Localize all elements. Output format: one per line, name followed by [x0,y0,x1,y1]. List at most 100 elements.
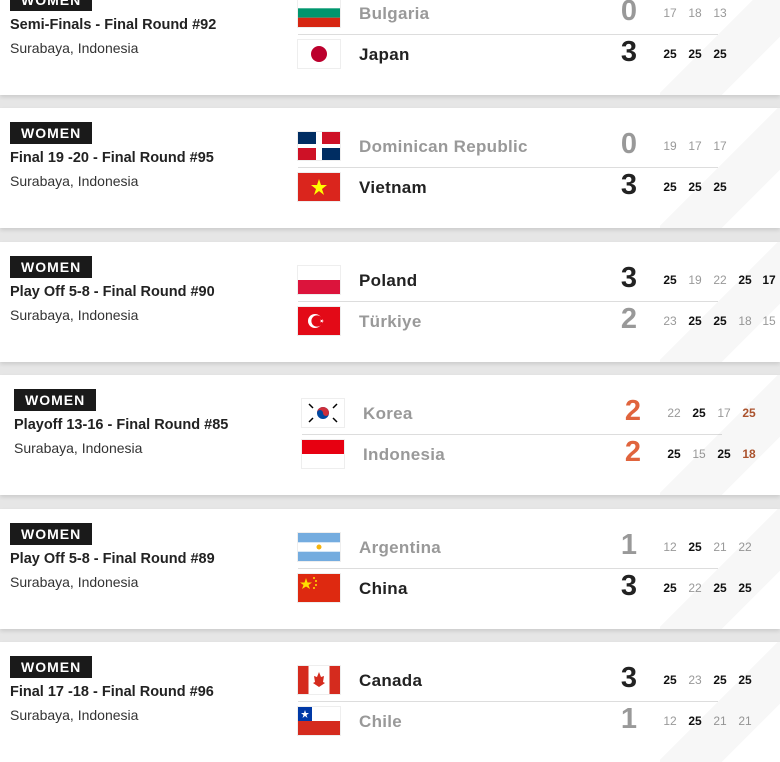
category-badge: WOMEN [10,122,93,145]
set-score: 17 [762,272,776,287]
team-name: Poland [359,270,418,290]
set-score: 25 [688,180,702,195]
match-title: Final 19 -20 - Final Round #95 [10,150,214,167]
sets-won: 3 [620,169,638,202]
chile-flag-icon [298,707,340,735]
set-score: 17 [713,139,727,154]
set-score: 25 [663,180,677,195]
set-score: 22 [667,406,681,421]
divider [298,701,718,702]
set-score: 25 [688,47,702,61]
sets-won: 3 [620,261,638,294]
set-score: 25 [738,673,752,687]
team-row[interactable]: Dominican Republic 0 19 17 17 [298,128,758,162]
category-badge: WOMEN [10,656,93,678]
set-score: 18 [688,6,702,20]
set-score: 19 [663,139,677,154]
set-score: 25 [692,406,706,421]
canada-flag-icon [298,666,340,694]
sets-won: 0 [620,128,638,161]
match-location: Surabaya, Indonesia [10,40,139,56]
divider [302,434,722,436]
set-score: 12 [663,714,677,728]
match-title: Play Off 5-8 - Final Round #90 [10,283,215,300]
match-card[interactable]: WOMEN Play Off 5-8 - Final Round #90 Sur… [0,241,780,362]
japan-flag-icon [298,40,340,68]
set-score: 25 [667,447,681,462]
team-name: Indonesia [363,445,446,465]
match-location: Surabaya, Indonesia [14,440,143,457]
set-score: 22 [713,272,727,287]
argentina-flag-icon [298,532,340,561]
set-score: 23 [688,673,702,687]
china-flag-icon [298,573,340,602]
poland-flag-icon [298,265,340,294]
match-title: Playoff 13-16 - Final Round #85 [14,417,229,434]
team-row[interactable]: Vietnam 3 25 25 25 [298,169,758,203]
divider [298,567,718,569]
set-score: 22 [738,539,752,554]
set-score: 25 [713,47,727,61]
team-name: Vietnam [359,178,427,198]
match-title: Play Off 5-8 - Final Round #89 [10,550,215,567]
category-badge: WOMEN [10,0,93,11]
team-row[interactable]: Korea 2 22 25 17 25 [302,395,762,429]
team-name: Canada [359,671,423,690]
set-score: 25 [713,673,727,687]
set-score: 25 [663,272,677,287]
bulgaria-flag-icon [298,0,340,27]
team-row[interactable]: Bulgaria 0 17 18 13 [298,0,758,29]
set-score: 22 [688,580,702,595]
match-title: Semi-Finals - Final Round #92 [10,17,217,33]
team-row[interactable]: Canada 3 25 23 25 25 [298,662,758,696]
category-badge: WOMEN [10,522,93,545]
match-card[interactable]: WOMEN Final 17 -18 - Final Round #96 Sur… [0,642,780,762]
match-location: Surabaya, Indonesia [10,573,139,590]
team-row[interactable]: Japan 3 25 25 25 [298,36,758,70]
set-score: 25 [713,180,727,195]
team-name: Argentina [359,537,442,557]
team-name: Dominican Republic [359,137,528,157]
set-score: 17 [688,139,702,154]
team-row[interactable]: China 3 25 22 25 25 [298,570,758,604]
sets-won: 3 [620,662,638,694]
set-score: 25 [688,714,702,728]
match-card[interactable]: WOMEN Final 19 -20 - Final Round #95 Sur… [0,108,780,229]
sets-won: 1 [620,528,638,561]
set-score: 25 [688,313,702,328]
match-title: Final 17 -18 - Final Round #96 [10,684,214,700]
set-score: 17 [717,406,731,421]
match-location: Surabaya, Indonesia [10,707,139,723]
team-row[interactable]: Indonesia 2 25 15 25 18 [302,436,762,470]
set-score: 25 [663,580,677,595]
set-score: 18 [742,447,756,462]
sets-won: 3 [620,36,638,68]
team-name: China [359,578,408,598]
team-row[interactable]: Chile 1 12 25 21 21 [298,703,758,737]
match-location: Surabaya, Indonesia [10,306,139,323]
team-name: Bulgaria [359,4,430,23]
team-row[interactable]: Argentina 1 12 25 21 22 [298,529,758,563]
set-score: 25 [688,539,702,554]
set-score: 25 [663,47,677,61]
team-row[interactable]: Poland 3 25 19 22 25 17 [298,262,776,296]
set-score: 25 [713,313,727,328]
match-card[interactable]: WOMEN Semi-Finals - Final Round #92 Sura… [0,0,780,95]
set-score: 25 [738,580,752,595]
set-score: 15 [692,447,706,462]
match-location: Surabaya, Indonesia [10,173,139,190]
korea-flag-icon [302,399,344,428]
match-card[interactable]: WOMEN Play Off 5-8 - Final Round #89 Sur… [0,508,780,629]
sets-won: 1 [620,703,638,735]
set-score: 21 [713,714,727,728]
indonesia-flag-icon [302,440,344,469]
set-score: 21 [713,539,727,554]
match-card[interactable]: WOMEN Playoff 13-16 - Final Round #85 Su… [0,375,780,496]
team-name: Korea [363,404,413,424]
team-row[interactable]: Türkiye 2 23 25 25 18 15 [298,303,776,337]
team-name: Türkiye [359,311,422,331]
set-score: 12 [663,539,677,554]
sets-won: 3 [620,569,638,602]
set-score: 13 [713,6,727,20]
set-score: 25 [738,272,752,287]
